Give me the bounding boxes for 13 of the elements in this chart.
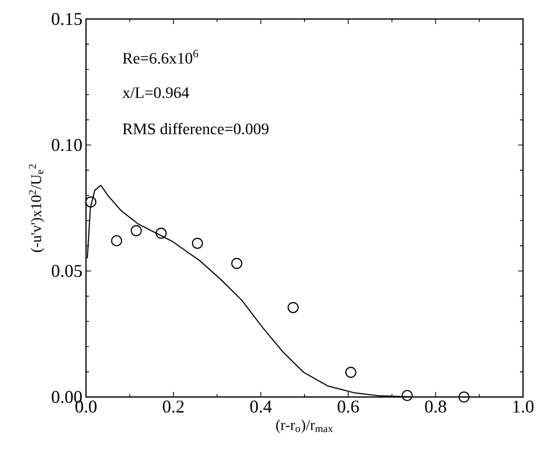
- x-tick-label: 0.6: [338, 400, 359, 413]
- annotation: RMS difference=0.009: [122, 122, 268, 134]
- y-tick-label: 0.15: [52, 12, 82, 26]
- x-tick-label: 1.0: [513, 400, 534, 413]
- x-tick-label: 0.2: [162, 400, 184, 413]
- x-tick-label: 0.8: [425, 400, 446, 413]
- x-axis-title: (r-r$_{o}$)/r$_{max}$: [276, 420, 333, 434]
- y-tick-label: 0.05: [52, 264, 82, 278]
- y-tick-label: 0.10: [52, 138, 82, 152]
- y-axis-title: (-u'v')x10$^{2}$/U$_{e}$2: [28, 164, 44, 252]
- annotation: Re=6.6x10$^{6}$: [122, 50, 198, 64]
- x-tick-label: 0.4: [250, 400, 272, 413]
- annotation: x/L=0.964: [122, 87, 190, 98]
